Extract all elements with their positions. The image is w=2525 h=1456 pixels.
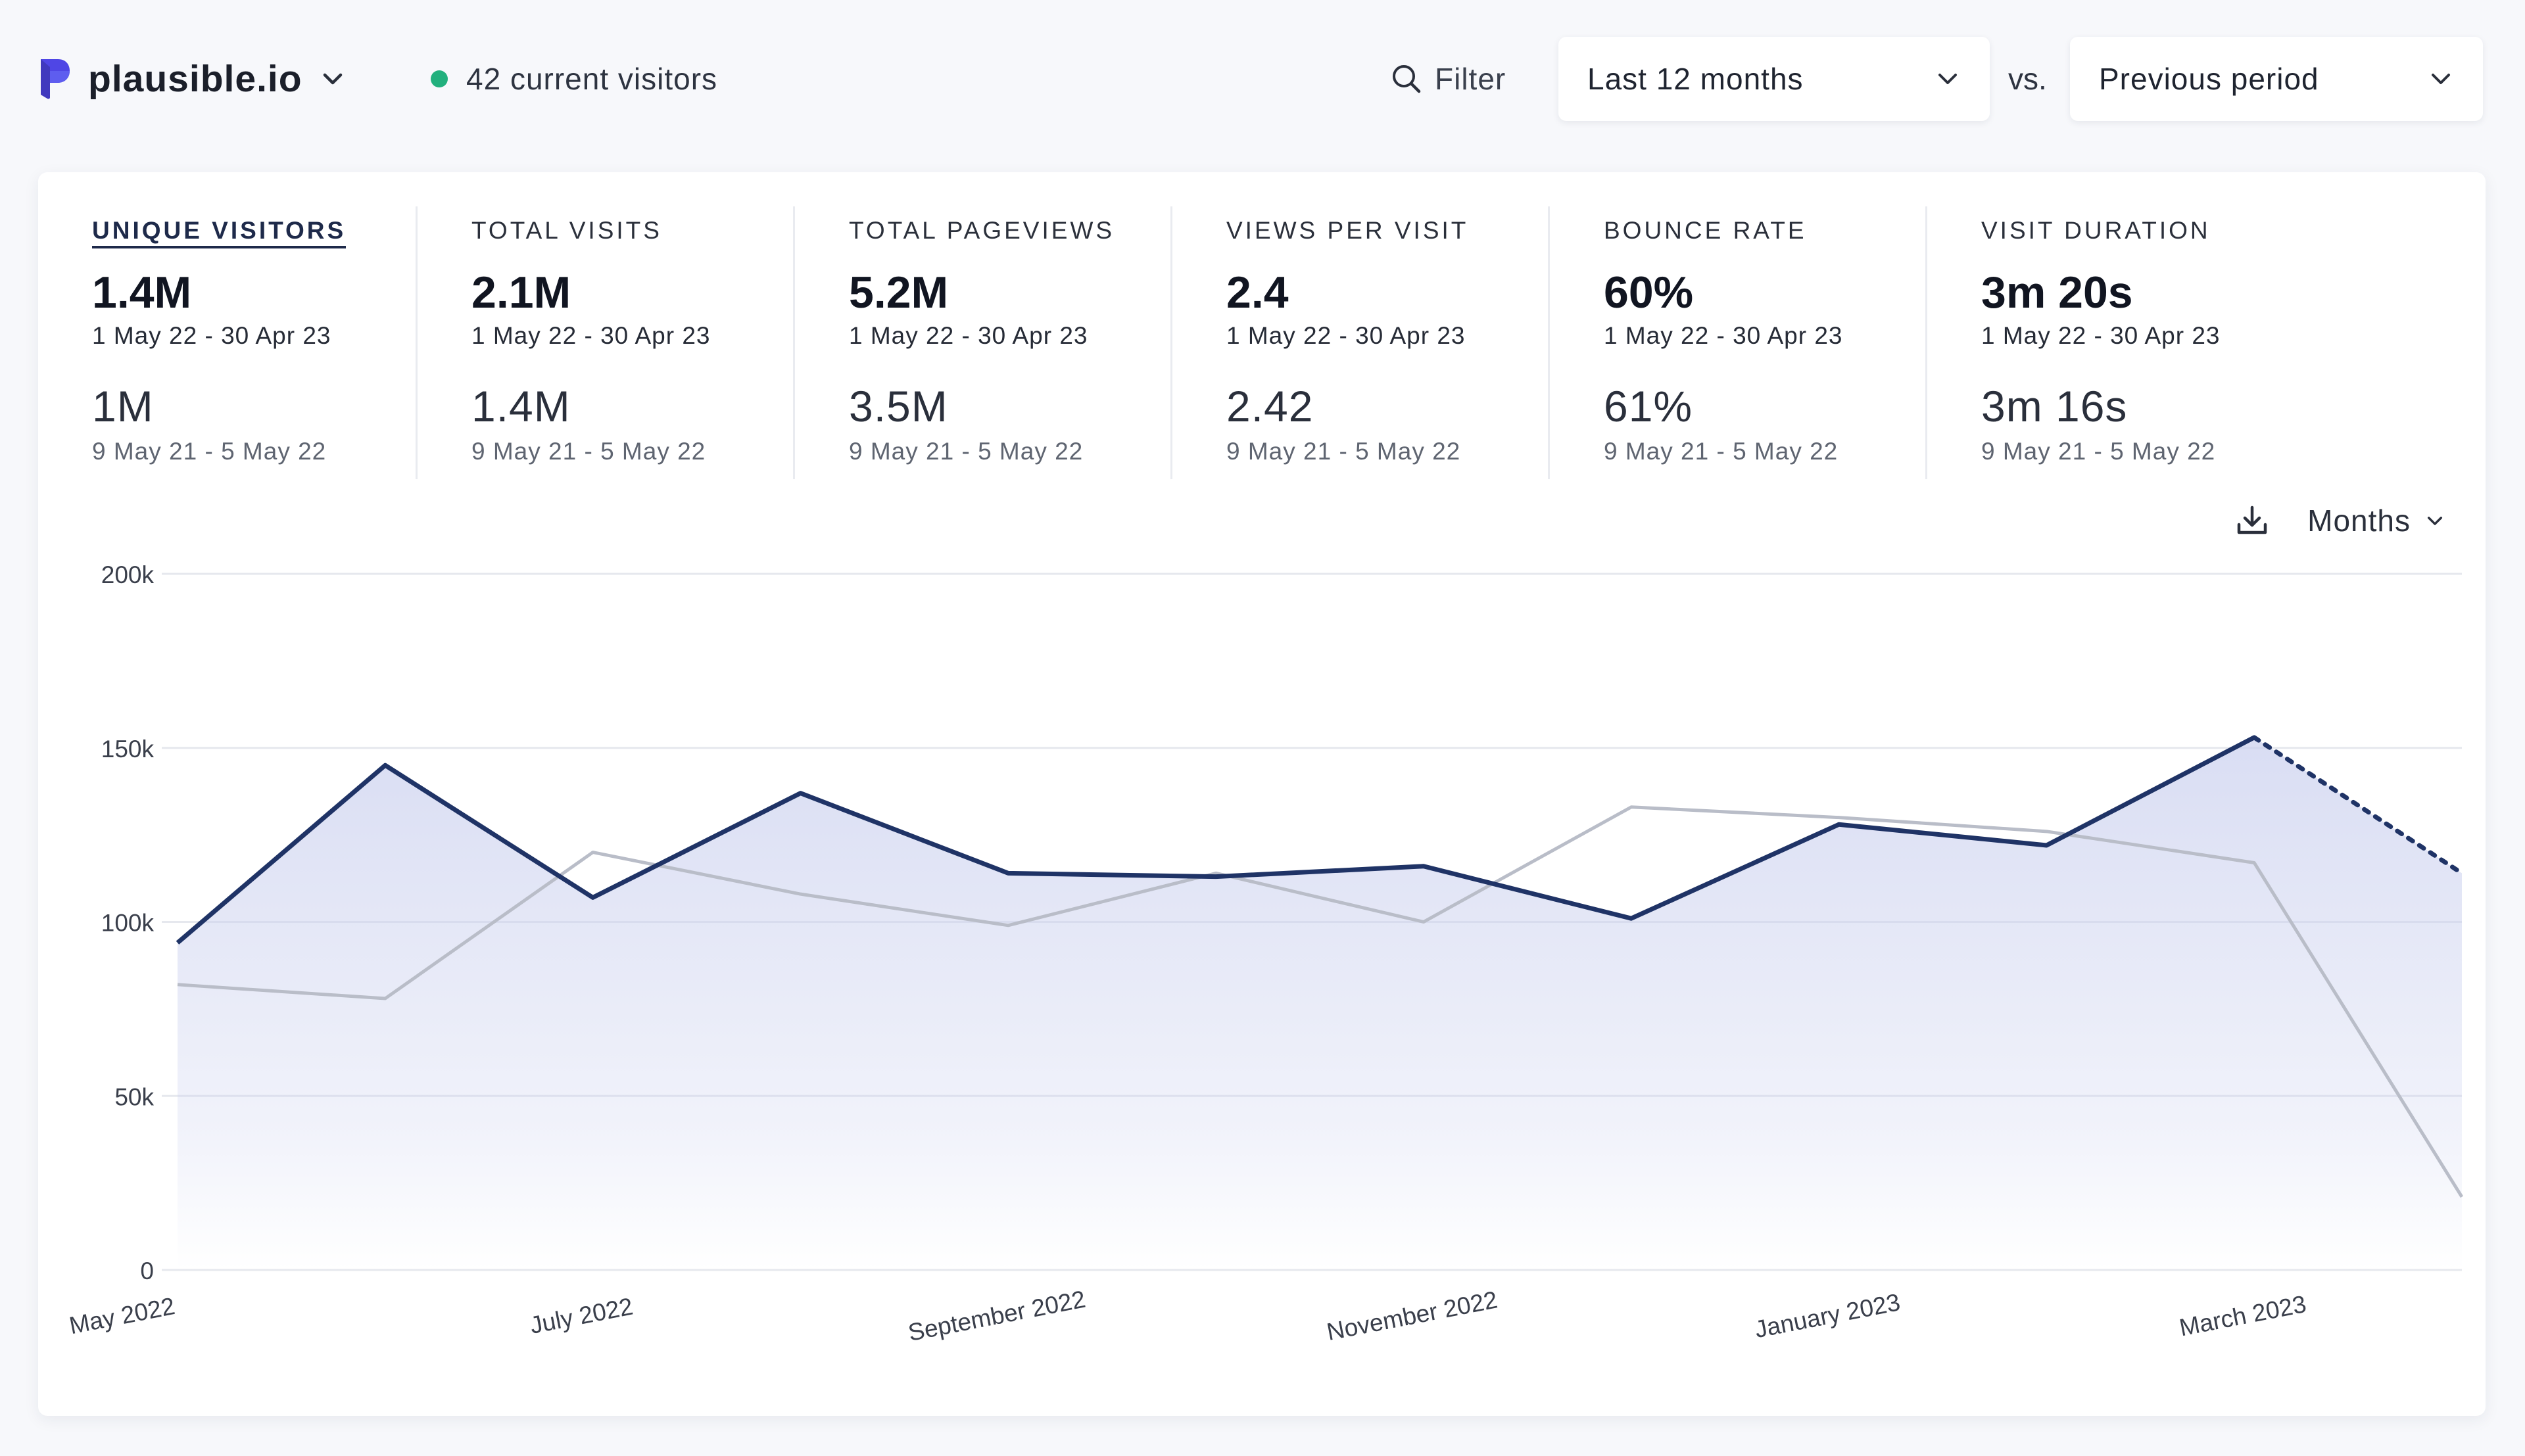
metric-value: 2.4 (1226, 268, 1289, 317)
metric-label: TOTAL PAGEVIEWS (849, 217, 1115, 244)
y-tick-label: 150k (101, 736, 155, 763)
current-visitors-label: 42 current visitors (466, 62, 718, 96)
y-tick-label: 200k (101, 561, 155, 588)
metric-range: 1 May 22 - 30 Apr 23 (92, 322, 331, 349)
metric-label: VIEWS PER VISIT (1226, 217, 1469, 244)
metric-compare-value: 61% (1604, 382, 1693, 431)
metric-range: 1 May 22 - 30 Apr 23 (1226, 322, 1466, 349)
metric-compare-range: 9 May 21 - 5 May 22 (92, 438, 327, 465)
interval-select[interactable]: Months (2307, 503, 2446, 538)
chevron-down-icon (1938, 74, 1957, 84)
vs-label: vs. (2008, 62, 2047, 96)
metric-value: 60% (1604, 268, 1694, 317)
period-label: Last 12 months (1587, 62, 1804, 96)
metric-compare-value: 3.5M (849, 382, 948, 431)
comparison-label: Previous period (2099, 62, 2319, 96)
x-tick-label: May 2022 (67, 1292, 177, 1339)
y-tick-label: 50k (114, 1083, 154, 1110)
metric-total-visits[interactable]: TOTAL VISITS 2.1M 1 May 22 - 30 Apr 23 1… (416, 206, 793, 479)
metric-value: 1.4M (92, 268, 192, 317)
metric-views-per-visit[interactable]: VIEWS PER VISIT 2.4 1 May 22 - 30 Apr 23… (1170, 206, 1548, 479)
metric-value: 3m 20s (1981, 268, 2133, 317)
metric-range: 1 May 22 - 30 Apr 23 (471, 322, 711, 349)
metric-compare-range: 9 May 21 - 5 May 22 (1981, 438, 2216, 465)
metric-value: 2.1M (471, 268, 571, 317)
metric-label: UNIQUE VISITORS (92, 217, 347, 248)
metric-compare-range: 9 May 21 - 5 May 22 (1226, 438, 1461, 465)
plausible-logo-icon (41, 59, 70, 99)
stats-card: 200k 150k 100k 50k 0 May 2022 July 2022 Septemb… (38, 172, 2486, 1416)
visitors-area (178, 737, 2462, 1270)
top-bar: plausible.io 42 current visitors Filter … (0, 0, 2525, 158)
metric-compare-value: 2.42 (1226, 382, 1314, 431)
chevron-down-icon (323, 73, 342, 85)
y-tick-label: 0 (140, 1257, 154, 1284)
metric-compare-value: 1.4M (471, 382, 571, 431)
metric-label: VISIT DURATION (1981, 217, 2211, 244)
metric-compare-range: 9 May 21 - 5 May 22 (471, 438, 706, 465)
interval-label: Months (2307, 504, 2411, 538)
metrics-row: UNIQUE VISITORS 1.4M 1 May 22 - 30 Apr 2… (38, 172, 2486, 488)
x-tick-label: July 2022 (528, 1292, 635, 1338)
period-select[interactable]: Last 12 months (1558, 37, 1990, 121)
search-icon (1393, 65, 1421, 93)
metric-range: 1 May 22 - 30 Apr 23 (849, 322, 1088, 349)
x-tick-label: March 2023 (2177, 1290, 2309, 1342)
metric-bounce-rate[interactable]: BOUNCE RATE 60% 1 May 22 - 30 Apr 23 61%… (1548, 206, 1925, 479)
site-name: plausible.io (88, 58, 302, 100)
metric-compare-value: 1M (92, 382, 154, 431)
site-switcher[interactable]: plausible.io (38, 53, 346, 105)
x-tick-label: September 2022 (906, 1286, 1088, 1346)
download-icon[interactable] (2234, 502, 2271, 539)
visitors-series-incomplete-line (2251, 735, 2465, 876)
y-tick-label: 100k (101, 910, 155, 937)
chevron-down-icon (2432, 74, 2450, 84)
metric-compare-range: 9 May 21 - 5 May 22 (1604, 438, 1839, 465)
metric-range: 1 May 22 - 30 Apr 23 (1604, 322, 1843, 349)
metric-label: BOUNCE RATE (1604, 217, 1807, 244)
chart-tools: Months (2234, 494, 2446, 547)
metric-compare-value: 3m 16s (1981, 382, 2128, 431)
x-tick-label: November 2022 (1324, 1286, 1499, 1345)
metric-label: TOTAL VISITS (471, 217, 662, 244)
comparison-select[interactable]: Previous period (2070, 37, 2483, 121)
filter-label: Filter (1435, 62, 1506, 96)
current-visitors[interactable]: 42 current visitors (431, 53, 717, 105)
x-tick-label: January 2023 (1752, 1288, 1902, 1343)
metric-value: 5.2M (849, 268, 949, 317)
live-dot-icon (431, 70, 448, 87)
metric-total-pageviews[interactable]: TOTAL PAGEVIEWS 5.2M 1 May 22 - 30 Apr 2… (793, 206, 1170, 479)
chevron-down-icon (2427, 517, 2443, 525)
metric-visit-duration[interactable]: VISIT DURATION 3m 20s 1 May 22 - 30 Apr … (1925, 206, 2303, 479)
filter-button[interactable]: Filter (1390, 53, 1506, 105)
metric-unique-visitors[interactable]: UNIQUE VISITORS 1.4M 1 May 22 - 30 Apr 2… (38, 206, 416, 479)
visitors-chart: 200k 150k 100k 50k 0 May 2022 July 2022 Septemb… (67, 561, 2465, 1346)
metric-range: 1 May 22 - 30 Apr 23 (1981, 322, 2221, 349)
metric-compare-range: 9 May 21 - 5 May 22 (849, 438, 1084, 465)
visitors-series-line (176, 735, 2255, 945)
